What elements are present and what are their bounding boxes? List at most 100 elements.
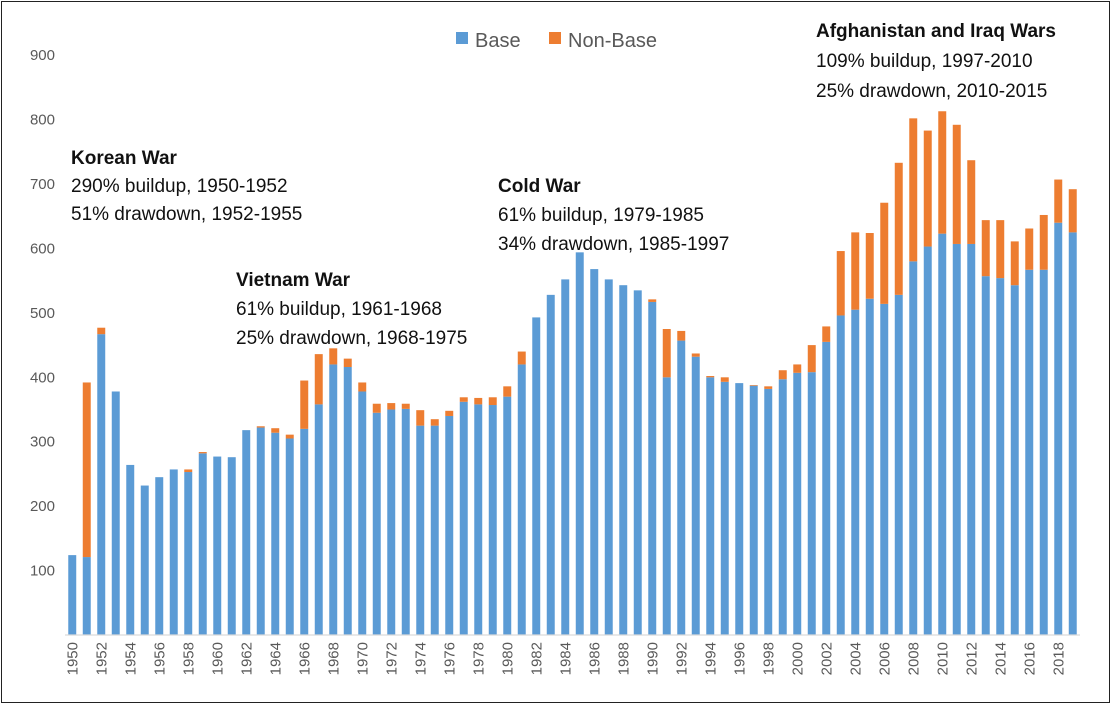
bar-base-1966 bbox=[300, 428, 309, 635]
bar-base-1986 bbox=[590, 269, 599, 635]
bar-non-base-2014 bbox=[996, 220, 1005, 279]
bar-base-1963 bbox=[256, 427, 265, 635]
bar-base-1995 bbox=[720, 381, 729, 635]
y-tick-label: 100 bbox=[30, 563, 55, 580]
bar-base-1962 bbox=[242, 430, 251, 635]
bar-base-1997 bbox=[749, 385, 758, 635]
bar-base-1951 bbox=[82, 557, 91, 635]
x-tick-label: 1970 bbox=[354, 642, 371, 675]
annotation-line: 25% drawdown, 1968-1975 bbox=[236, 328, 467, 349]
bar-base-2018 bbox=[1054, 222, 1063, 635]
bar-base-2001 bbox=[807, 372, 816, 635]
bar-non-base-2002 bbox=[822, 326, 831, 342]
bar-base-1979 bbox=[488, 405, 497, 635]
bar-base-1985 bbox=[575, 252, 584, 636]
bar-base-1970 bbox=[358, 391, 367, 635]
bar-base-1967 bbox=[314, 404, 323, 635]
bar-base-2009 bbox=[923, 246, 932, 635]
annotation-line: 34% drawdown, 1985-1997 bbox=[498, 234, 729, 255]
bars bbox=[68, 111, 1077, 636]
bar-base-2000 bbox=[793, 372, 802, 635]
x-tick-label: 2010 bbox=[934, 642, 951, 675]
bar-non-base-2019 bbox=[1068, 189, 1077, 233]
bar-base-1954 bbox=[126, 464, 135, 635]
bar-non-base-1966 bbox=[300, 380, 309, 429]
x-tick-label: 1992 bbox=[673, 642, 690, 675]
bar-base-2017 bbox=[1039, 269, 1048, 635]
bar-base-1965 bbox=[285, 438, 294, 635]
bar-non-base-2010 bbox=[938, 111, 947, 234]
bar-base-1972 bbox=[387, 409, 396, 635]
bar-non-base-2018 bbox=[1054, 179, 1063, 223]
bar-non-base-1975 bbox=[430, 419, 439, 426]
x-tick-label: 1990 bbox=[644, 642, 661, 675]
annotation-line: 61% buildup, 1979-1985 bbox=[498, 205, 704, 226]
bar-non-base-1995 bbox=[720, 377, 729, 382]
bar-non-base-1958 bbox=[184, 469, 193, 473]
bar-non-base-2004 bbox=[851, 232, 860, 310]
x-tick-label: 1982 bbox=[528, 642, 545, 675]
bar-base-1969 bbox=[343, 367, 352, 635]
bar-base-1971 bbox=[372, 412, 381, 635]
annotation-afghanistan-iraq-wars: Afghanistan and Iraq Wars 109% buildup, … bbox=[816, 21, 1056, 102]
bar-non-base-2016 bbox=[1025, 228, 1034, 270]
bar-non-base-1993 bbox=[691, 353, 700, 357]
annotation-line: 51% drawdown, 1952-1955 bbox=[71, 204, 302, 225]
annotation-vietnam-war: Vietnam War 61% buildup, 1961-1968 25% d… bbox=[236, 270, 467, 349]
annotation-korean-war: Korean War 290% buildup, 1950-1952 51% d… bbox=[71, 148, 302, 225]
bar-base-1978 bbox=[474, 404, 483, 635]
bar-non-base-2003 bbox=[836, 251, 845, 316]
bar-non-base-2007 bbox=[894, 162, 903, 295]
bar-base-1975 bbox=[430, 425, 439, 635]
x-tick-label: 1966 bbox=[296, 642, 313, 675]
y-axis-ticks: 100 200 300 400 500 600 700 800 900 bbox=[30, 47, 55, 579]
x-tick-label: 1952 bbox=[93, 642, 110, 675]
bar-base-1956 bbox=[155, 477, 164, 635]
annotation-title: Vietnam War bbox=[236, 270, 351, 291]
y-tick-label: 400 bbox=[30, 369, 55, 386]
bar-non-base-1980 bbox=[503, 386, 512, 397]
bar-non-base-1951 bbox=[82, 382, 91, 558]
x-tick-label: 1994 bbox=[702, 642, 719, 675]
x-tick-label: 1980 bbox=[499, 642, 516, 675]
y-tick-label: 200 bbox=[30, 498, 55, 515]
bar-base-1983 bbox=[546, 294, 555, 635]
x-tick-label: 1968 bbox=[325, 642, 342, 675]
bar-base-1994 bbox=[706, 377, 715, 635]
bar-base-1989 bbox=[633, 290, 642, 635]
bar-base-1976 bbox=[445, 415, 454, 635]
bar-base-1952 bbox=[97, 334, 106, 635]
x-tick-label: 1984 bbox=[557, 642, 574, 675]
x-tick-label: 2016 bbox=[1021, 642, 1038, 675]
bar-base-1960 bbox=[213, 456, 222, 635]
bar-base-2003 bbox=[836, 315, 845, 635]
x-tick-label: 1964 bbox=[267, 642, 284, 675]
bar-non-base-1992 bbox=[677, 330, 686, 341]
x-tick-label: 2012 bbox=[963, 642, 980, 675]
bar-non-base-1972 bbox=[387, 403, 396, 410]
bar-non-base-1994 bbox=[706, 376, 715, 378]
annotation-cold-war: Cold War 61% buildup, 1979-1985 34% draw… bbox=[498, 176, 729, 255]
bar-non-base-2013 bbox=[981, 220, 990, 277]
x-tick-label: 1976 bbox=[441, 642, 458, 675]
bar-non-base-1979 bbox=[488, 397, 497, 406]
bar-base-1959 bbox=[198, 453, 207, 635]
bar-base-1953 bbox=[111, 391, 120, 635]
y-tick-label: 600 bbox=[30, 240, 55, 257]
annotation-title: Korean War bbox=[71, 148, 178, 169]
bar-non-base-1967 bbox=[314, 354, 323, 405]
x-tick-label: 1996 bbox=[731, 642, 748, 675]
bar-base-2019 bbox=[1068, 232, 1077, 636]
bar-base-2002 bbox=[822, 341, 831, 635]
bar-non-base-2000 bbox=[793, 364, 802, 373]
bar-base-2005 bbox=[865, 298, 874, 635]
bar-base-2012 bbox=[967, 243, 976, 635]
bar-base-2010 bbox=[938, 233, 947, 635]
bar-non-base-2008 bbox=[909, 118, 918, 262]
bar-base-1988 bbox=[619, 285, 628, 635]
bar-base-1982 bbox=[532, 317, 541, 635]
bar-non-base-1991 bbox=[662, 329, 671, 378]
bar-base-1987 bbox=[604, 279, 613, 635]
bar-non-base-1976 bbox=[445, 410, 454, 416]
